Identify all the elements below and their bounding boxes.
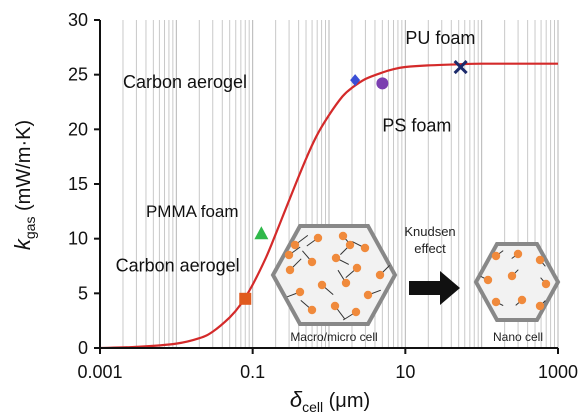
marker-triangle [254,226,269,240]
marker-cross-stroke [453,59,468,75]
data-markers [239,59,468,305]
molecule [330,301,340,311]
inset-diagram: Macro/micro cell Knudsen effect Nano cel… [270,224,561,344]
macro-cell-molecules [284,231,390,321]
molecule [517,295,527,305]
molecule [285,265,295,275]
molecule [313,233,323,243]
molecule [352,263,362,273]
molecule [375,270,385,280]
molecule [535,255,545,265]
annotation-label: Carbon aerogel [116,255,240,275]
y-axis-ticks: 0 5 10 15 20 25 30 [68,10,100,358]
y-tick-label: 30 [68,10,88,30]
knudsen-arrow [409,271,460,305]
annotation-label: PU foam [405,28,475,48]
molecule [341,278,351,288]
effect-label: effect [414,241,446,256]
y-tick-label: 20 [68,119,88,139]
molecule [317,280,327,290]
molecule [345,240,355,250]
molecule [338,231,348,241]
molecule [290,240,300,250]
molecule [363,290,373,300]
annotation-label: Carbon aerogel [123,72,247,92]
series-line [99,62,559,350]
molecule [541,279,551,289]
y-axis-label: kgas (mW/m·K) [10,120,38,250]
molecule [491,297,501,307]
molecule [307,257,317,267]
y-tick-label: 15 [68,174,88,194]
x-tick-label: 10 [395,362,415,382]
y-tick-label: 0 [78,338,88,358]
x-tick-label: 1000 [538,362,578,382]
molecule [284,250,294,260]
marker-square [239,292,252,305]
annotation-label: PMMA foam [146,202,239,221]
marker-diamond [350,74,361,87]
x-axis-ticks: 0.001 0.1 10 1000 [77,348,578,382]
y-tick-label: 25 [68,65,88,85]
x-tick-label: 0.1 [240,362,265,382]
marker-cross [453,59,468,75]
knudsen-label: Knudsen [404,224,455,239]
x-tick-label: 0.001 [77,362,122,382]
molecule [351,307,361,317]
molecule [535,301,545,311]
macro-cell-caption: Macro/micro cell [290,330,377,344]
molecule [483,275,493,285]
nano-cell-caption: Nano cell [493,330,543,344]
nano-cell-molecules [480,249,551,311]
molecule [491,251,501,261]
molecule [331,253,341,263]
molecule [360,243,370,253]
y-tick-label: 10 [68,229,88,249]
molecule [513,249,523,259]
molecule [295,287,305,297]
marker-circle [376,77,389,90]
x-axis-label: δcell (μm) [290,387,370,415]
annotation-label: PS foam [382,116,451,136]
molecule [307,305,317,315]
annotations: Carbon aerogel PS foam PU foam PMMA foam Car… [116,28,476,275]
y-tick-label: 5 [78,283,88,303]
molecule [507,271,517,281]
